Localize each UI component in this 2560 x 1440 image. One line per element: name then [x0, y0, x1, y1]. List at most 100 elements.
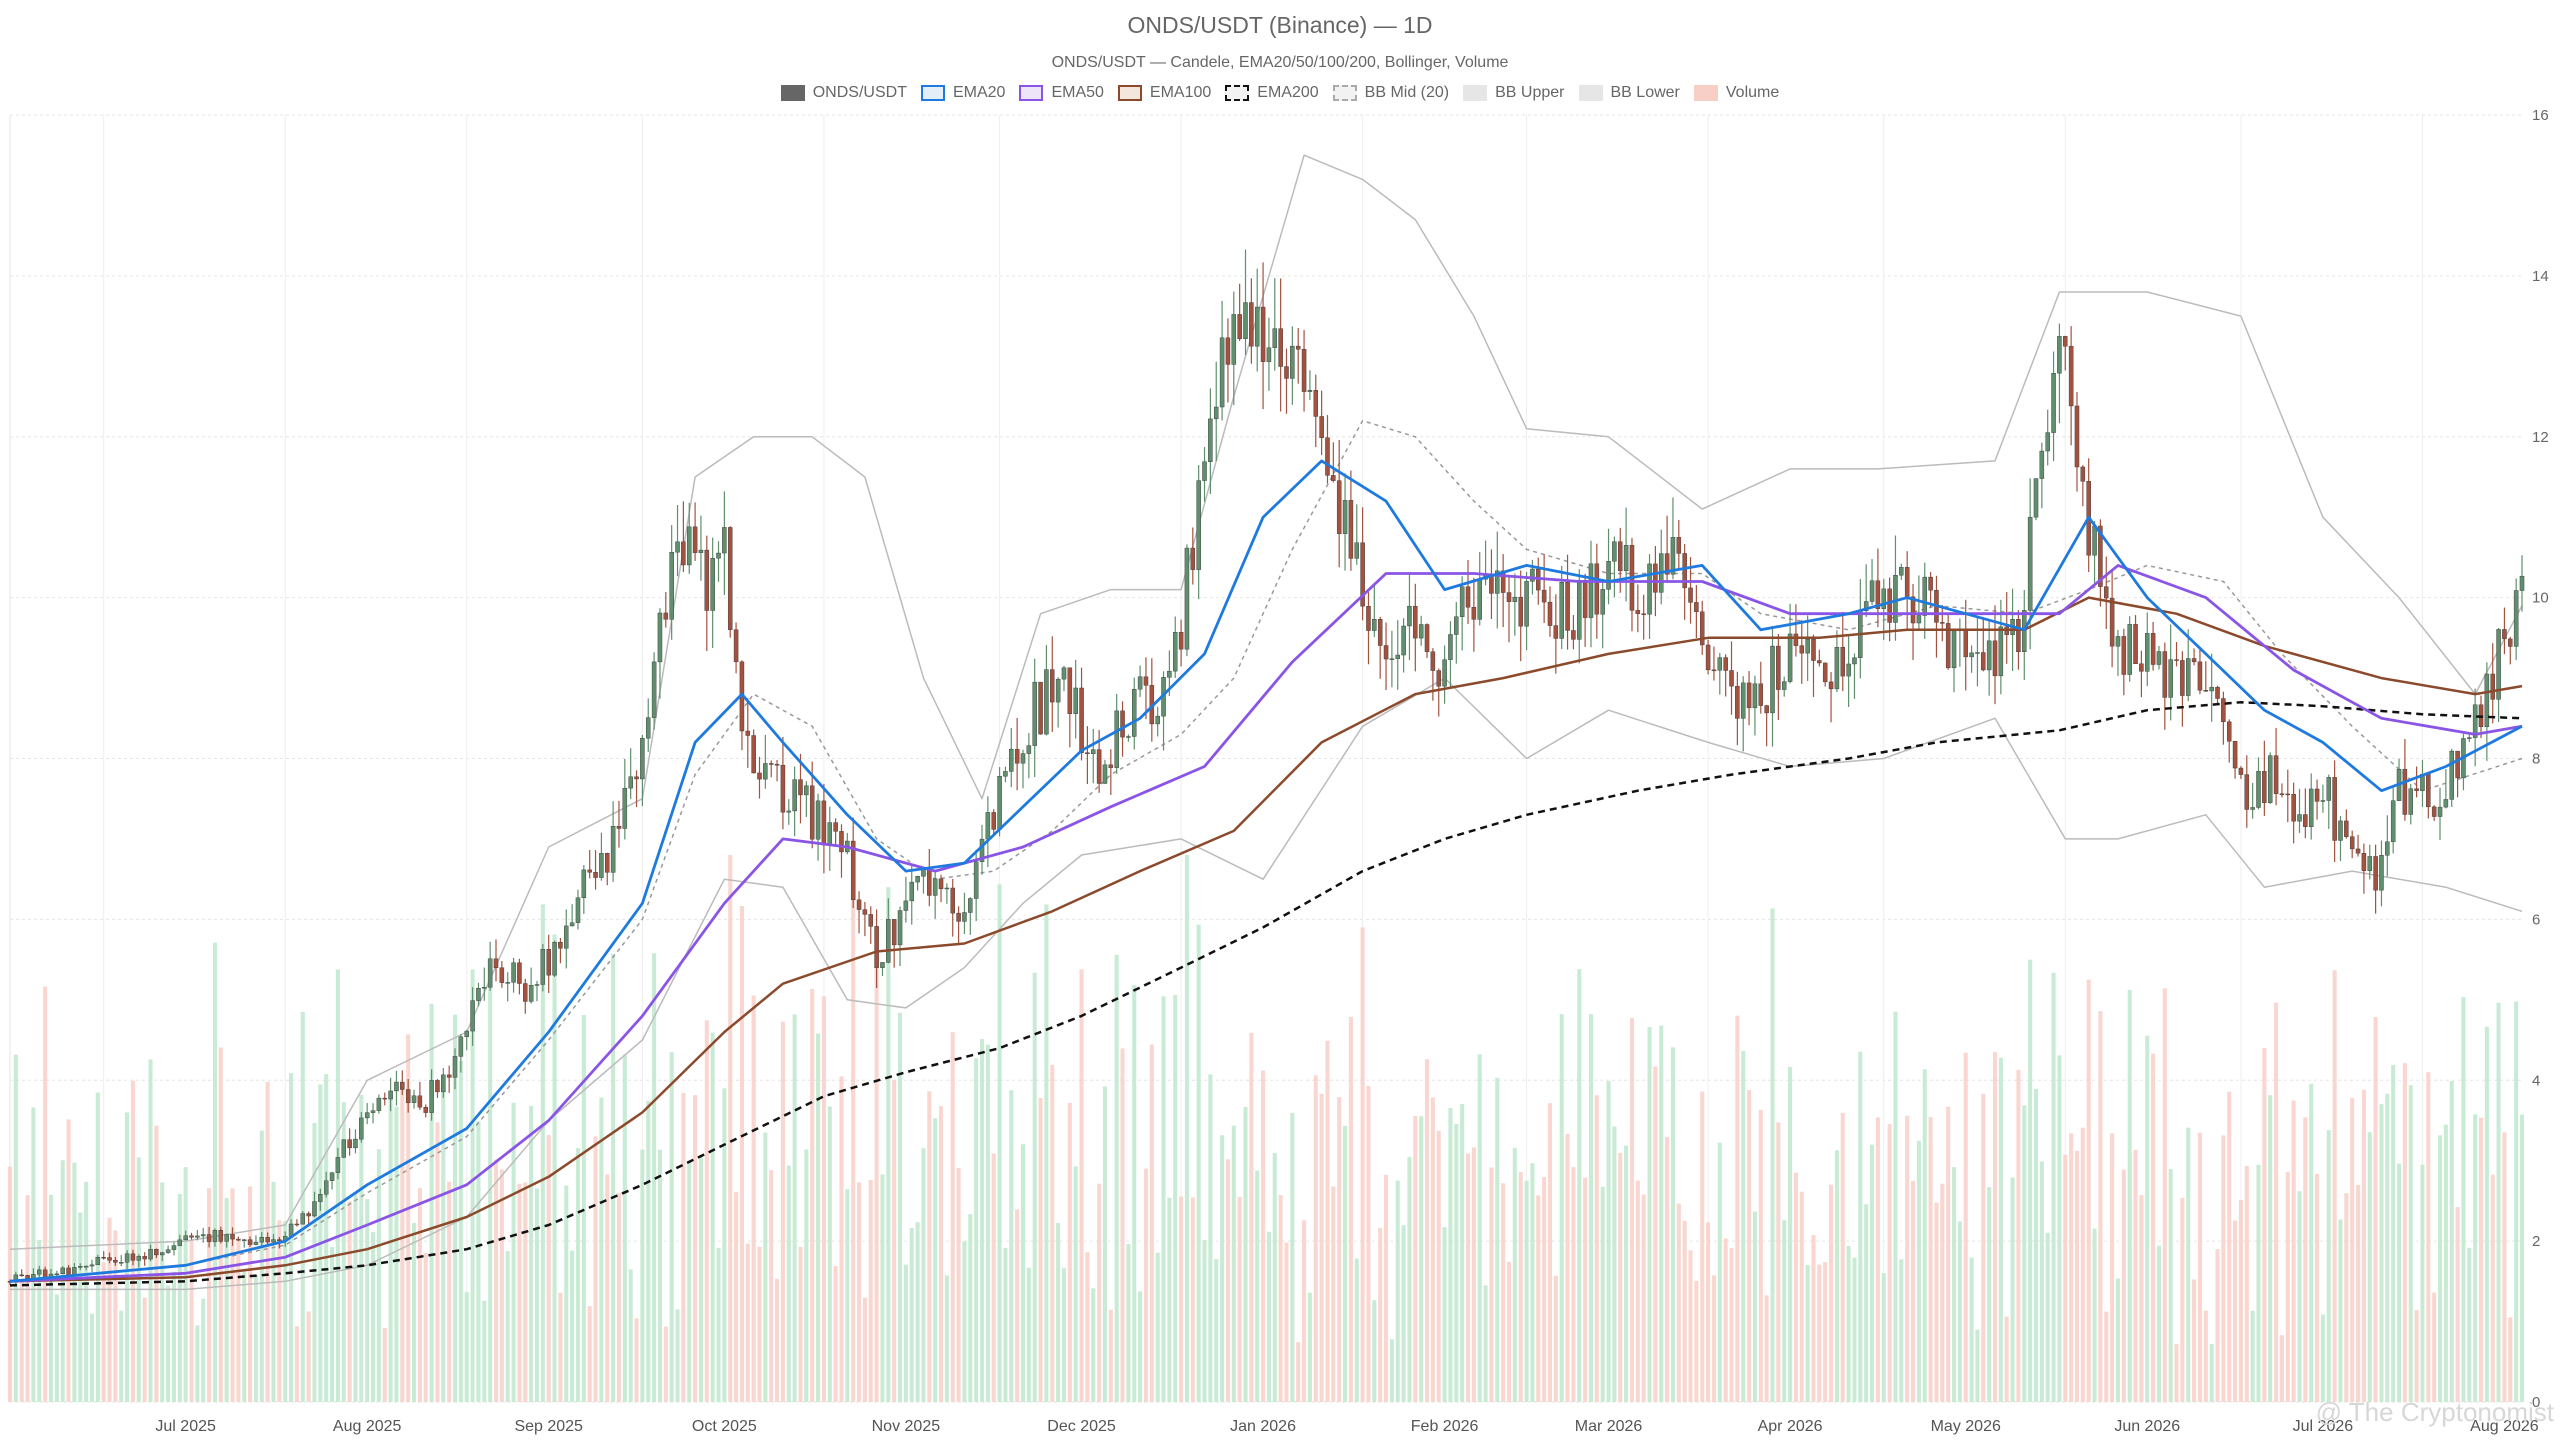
- volume-bar: [2174, 1344, 2179, 1402]
- candle-body: [850, 840, 856, 901]
- volume-bar: [1208, 1074, 1213, 1402]
- volume-bar: [892, 1079, 897, 1402]
- volume-bar: [1348, 1016, 1353, 1402]
- legend-item[interactable]: EMA20: [920, 84, 1005, 102]
- candle-body: [1500, 570, 1506, 593]
- candle-body: [1295, 345, 1301, 350]
- volume-bar: [1214, 1259, 1219, 1402]
- volume-bar: [148, 1059, 153, 1402]
- volume-bar: [2045, 1232, 2050, 1402]
- candle-body: [1055, 678, 1061, 703]
- volume-bar: [1928, 1116, 1933, 1402]
- volume-bar: [663, 1326, 668, 1402]
- candle-body: [89, 1264, 95, 1267]
- candle-body: [1793, 633, 1799, 646]
- candle: [692, 502, 698, 561]
- candle: [1629, 537, 1635, 632]
- candle-body: [2349, 836, 2355, 850]
- candle: [921, 866, 926, 894]
- volume-bar: [1378, 1228, 1383, 1402]
- candle: [218, 1226, 224, 1244]
- candle: [1044, 645, 1049, 736]
- candle-body: [1717, 657, 1723, 671]
- legend-item[interactable]: EMA50: [1019, 84, 1104, 102]
- candle-body: [2314, 788, 2320, 802]
- volume-bar: [886, 887, 891, 1402]
- volume-bar: [2291, 1100, 2296, 1402]
- legend-item[interactable]: BB Lower: [1578, 84, 1680, 102]
- candle-body: [2285, 793, 2291, 796]
- candle: [189, 1232, 194, 1240]
- volume-bar: [1249, 1032, 1254, 1402]
- legend-item[interactable]: EMA100: [1117, 84, 1211, 102]
- volume-bar: [2238, 1200, 2243, 1402]
- candle-body: [499, 967, 505, 983]
- volume-bar: [2180, 1197, 2185, 1402]
- volume-bar: [417, 1188, 422, 1402]
- volume-bar: [1682, 1220, 1687, 1402]
- candle-body: [2215, 686, 2220, 699]
- legend-item[interactable]: BB Upper: [1463, 84, 1565, 102]
- candle-body: [1313, 390, 1319, 417]
- candle-body: [558, 942, 563, 949]
- candle: [2349, 830, 2355, 859]
- volume-bar: [1448, 1107, 1453, 1402]
- candle: [2045, 409, 2050, 466]
- candle-body: [2373, 856, 2378, 891]
- legend-swatch: [1578, 85, 1603, 101]
- candle: [558, 938, 563, 964]
- legend-item[interactable]: BB Mid (20): [1332, 84, 1449, 102]
- candle-body: [2297, 814, 2302, 822]
- volume-bar: [72, 1162, 77, 1402]
- candle-body: [768, 763, 774, 765]
- volume-bar: [804, 1149, 809, 1402]
- volume-bar: [1530, 1163, 1535, 1402]
- candle: [1161, 671, 1166, 751]
- volume-bar: [1407, 1156, 1412, 1402]
- volume-bar: [411, 1222, 417, 1402]
- candle: [2221, 691, 2226, 745]
- candle: [1055, 677, 1061, 728]
- candle: [1050, 636, 1055, 732]
- candle-body: [716, 552, 721, 559]
- legend-item[interactable]: Volume: [1693, 84, 1779, 102]
- candle-body: [1781, 681, 1787, 690]
- volume-bar: [1454, 1124, 1459, 1402]
- candle-body: [2191, 658, 2197, 663]
- volume-bar: [242, 1271, 247, 1402]
- candle: [212, 1228, 218, 1247]
- candle-body: [1752, 683, 1758, 709]
- legend-item[interactable]: ONDS/USDT: [780, 84, 907, 102]
- candle-body: [1682, 553, 1687, 589]
- candle: [1571, 615, 1576, 650]
- volume-bar: [734, 1192, 739, 1402]
- candle: [774, 759, 780, 782]
- candle-body: [909, 881, 914, 902]
- candle-body: [165, 1249, 171, 1253]
- candle-body: [686, 526, 692, 566]
- candle-body: [2262, 771, 2267, 803]
- candle: [564, 909, 569, 969]
- legend-swatch: [1693, 85, 1718, 101]
- candle: [640, 734, 645, 807]
- volume-bar: [1354, 1258, 1359, 1402]
- candle-body: [1863, 601, 1869, 611]
- legend-swatch: [1463, 85, 1488, 101]
- legend-item[interactable]: EMA200: [1225, 84, 1319, 102]
- candle-body: [1260, 306, 1266, 362]
- volume-bar: [728, 855, 733, 1402]
- candle: [1565, 554, 1570, 650]
- candle: [1459, 576, 1465, 651]
- volume-bar: [974, 1058, 979, 1402]
- volume-bar: [107, 1217, 112, 1402]
- candle-body: [2267, 755, 2273, 803]
- candle-body: [2338, 820, 2343, 841]
- candle: [2068, 326, 2074, 446]
- volume-bar: [2104, 1311, 2109, 1402]
- volume-bar: [2069, 1133, 2074, 1402]
- candle: [1413, 583, 1418, 672]
- volume-bar: [1389, 1339, 1394, 1402]
- volume-bar: [1319, 1093, 1324, 1402]
- candle-body: [886, 919, 891, 963]
- candle: [1307, 370, 1313, 401]
